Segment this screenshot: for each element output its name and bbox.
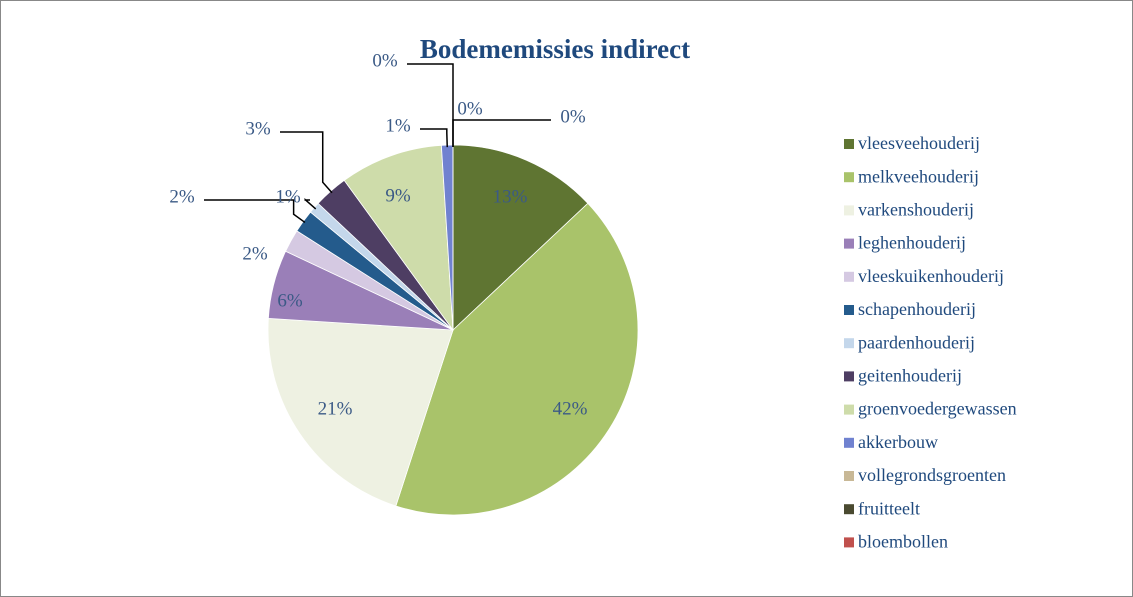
legend-swatch [844,471,854,481]
legend-label: groenvoedergewassen [858,399,1017,419]
legend-label: varkenshouderij [858,200,974,220]
legend-label: leghenhouderij [858,233,966,253]
data-label: 42% [553,398,588,419]
data-label: 3% [245,118,271,139]
legend-label: vollegrondsgroenten [858,465,1006,485]
leader-line [304,198,317,210]
legend-swatch [844,172,854,183]
legend-swatch [844,371,854,382]
data-label: 2% [242,243,268,264]
data-label: 6% [277,290,303,311]
leader-line [420,128,449,148]
data-label: 21% [318,398,353,419]
data-label: 0% [372,50,398,71]
pie-slice [343,144,454,332]
legend-swatch [844,139,854,149]
legend-swatch [844,504,854,515]
legend-label: geitenhouderij [858,366,962,386]
data-label: 13% [493,186,528,207]
legend-label: fruitteelt [858,498,920,518]
legend-swatch [844,305,854,315]
data-label: 1% [385,115,411,136]
leader-line [204,199,306,224]
legend-label: paardenhouderij [858,332,975,352]
legend-label: bloembollen [858,532,948,552]
legend-label: vleeskuikenhouderij [858,266,1004,286]
legend-swatch [844,238,854,249]
legend-label: akkerbouw [858,432,938,452]
data-label: 1% [275,186,301,207]
pie-slice [267,317,454,507]
data-label: 0% [560,106,586,127]
legend-swatch [844,205,854,216]
data-label: 0% [457,98,483,119]
data-label: 2% [169,186,195,207]
legend-label: melkveehouderij [858,166,979,186]
legend-swatch [844,537,854,548]
legend-swatch [844,437,854,448]
legend-swatch [844,404,854,415]
data-label: 9% [385,185,411,206]
pie-slice [395,202,639,516]
legend-label: vleesveehouderij [858,133,980,153]
pie-slice [452,144,589,331]
chart-title: Bodememissies indirect [420,34,690,64]
leader-line [280,131,333,194]
leader-line [452,119,551,147]
legend-swatch [844,271,854,282]
legend-label: schapenhouderij [858,299,976,319]
legend-swatch [844,338,854,349]
